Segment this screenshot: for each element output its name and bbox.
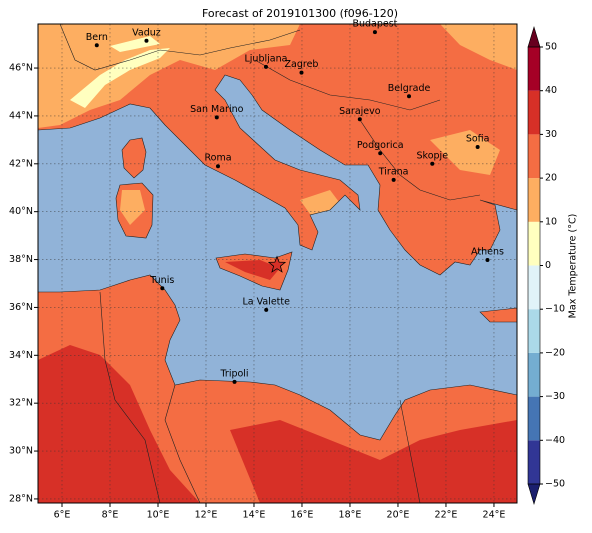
city-dot	[94, 43, 99, 48]
colorbar-band	[528, 265, 540, 310]
city-dot	[357, 117, 362, 122]
colorbar-tick-label: −20	[545, 347, 565, 358]
city-label: Tripoli	[220, 368, 249, 379]
y-tick-label: 34°N	[9, 350, 33, 361]
city-dot	[430, 161, 435, 166]
city-label: Sarajevo	[339, 106, 381, 117]
y-tick-label: 30°N	[9, 446, 33, 457]
y-tick-label: 38°N	[9, 254, 33, 265]
city-dot	[372, 30, 377, 35]
colorbar-band	[528, 178, 540, 222]
field-cool	[120, 190, 145, 225]
city-label: San Marino	[190, 104, 243, 115]
colorbar-band	[528, 47, 540, 91]
city-dot	[391, 177, 396, 182]
colorbar-tick-label: 30	[545, 129, 557, 140]
x-tick-label: 10°E	[147, 510, 170, 521]
y-tick-label: 36°N	[9, 302, 33, 313]
field-cold	[70, 48, 170, 108]
city-label: Zagreb	[285, 59, 319, 70]
colorbar-tick-label: 0	[545, 260, 551, 271]
city-dot	[214, 115, 219, 120]
x-tick-label: 20°E	[387, 510, 410, 521]
city-dot	[299, 70, 304, 75]
city-label: Tunis	[149, 275, 174, 286]
city-label: Skopje	[417, 150, 449, 161]
field-hot	[38, 345, 200, 503]
colorbar-tick-label: 50	[545, 42, 557, 53]
city-label: Roma	[204, 153, 231, 164]
city-dot	[263, 64, 268, 69]
city-label: Sofia	[466, 134, 490, 145]
x-tick-label: 16°E	[291, 510, 314, 521]
city-dot	[215, 164, 220, 169]
y-tick-label: 40°N	[9, 206, 33, 217]
x-tick-label: 14°E	[243, 510, 266, 521]
city-label: Vaduz	[132, 27, 161, 38]
colorbar-band	[528, 221, 540, 266]
city-label: Athens	[471, 247, 504, 258]
colorbar-tick-label: 20	[545, 173, 557, 184]
x-tick-label: 6°E	[54, 510, 71, 521]
colorbar-band	[528, 352, 540, 397]
city-dot	[264, 307, 269, 312]
map-frame	[37, 23, 518, 504]
x-tick-label: 18°E	[339, 510, 362, 521]
y-tick-label: 32°N	[9, 398, 33, 409]
city-label: Tirana	[378, 166, 409, 177]
chart-title: Forecast of 2019101300 (f096-120)	[202, 7, 398, 20]
x-tick-label: 8°E	[102, 510, 119, 521]
x-tick-label: 22°E	[435, 510, 458, 521]
city-label: Bern	[86, 32, 108, 43]
island	[121, 137, 147, 179]
city-label: Belgrade	[388, 83, 431, 94]
city-label: Podgorica	[357, 140, 404, 151]
y-tick-label: 44°N	[9, 110, 33, 121]
city-dot	[232, 379, 237, 384]
colorbar-band	[528, 440, 540, 484]
y-tick-label: 46°N	[9, 63, 33, 74]
map-field	[38, 24, 517, 503]
colorbar-tick-label: 40	[545, 85, 557, 96]
city-dot	[378, 151, 383, 156]
colorbar-extend-under	[527, 483, 541, 506]
city-label: La Valette	[242, 296, 290, 307]
city-dot	[144, 38, 149, 43]
city-label: Ljubljana	[245, 53, 288, 64]
colorbar-tick-label: −50	[545, 479, 565, 490]
y-tick-label: 28°N	[9, 493, 33, 504]
colorbar-tick-label: −30	[545, 391, 565, 402]
city-dot	[475, 145, 480, 150]
coastline	[38, 74, 517, 441]
colorbar-tick-label: 10	[545, 216, 557, 227]
colorbar-tick-label: −10	[545, 304, 565, 315]
colorbar-tick-label: −40	[545, 435, 565, 446]
colorbar-extend-over	[527, 25, 541, 48]
colorbar-band	[528, 90, 540, 135]
field-cool	[38, 24, 300, 128]
colorbar-band	[528, 396, 540, 441]
city-dot	[485, 258, 490, 263]
colorbar-label: Max Temperature (°C)	[568, 214, 579, 319]
location-marker	[267, 255, 287, 273]
colorbar-band	[528, 309, 540, 353]
city-dot	[160, 286, 165, 291]
island	[479, 307, 517, 323]
field-hot	[225, 260, 280, 280]
y-tick-label: 42°N	[9, 158, 33, 169]
field-cool	[440, 24, 517, 70]
colorbar-band	[528, 134, 540, 179]
x-tick-label: 24°E	[483, 510, 506, 521]
field-cool	[300, 190, 345, 228]
city-dot	[407, 94, 412, 99]
x-tick-label: 12°E	[195, 510, 218, 521]
